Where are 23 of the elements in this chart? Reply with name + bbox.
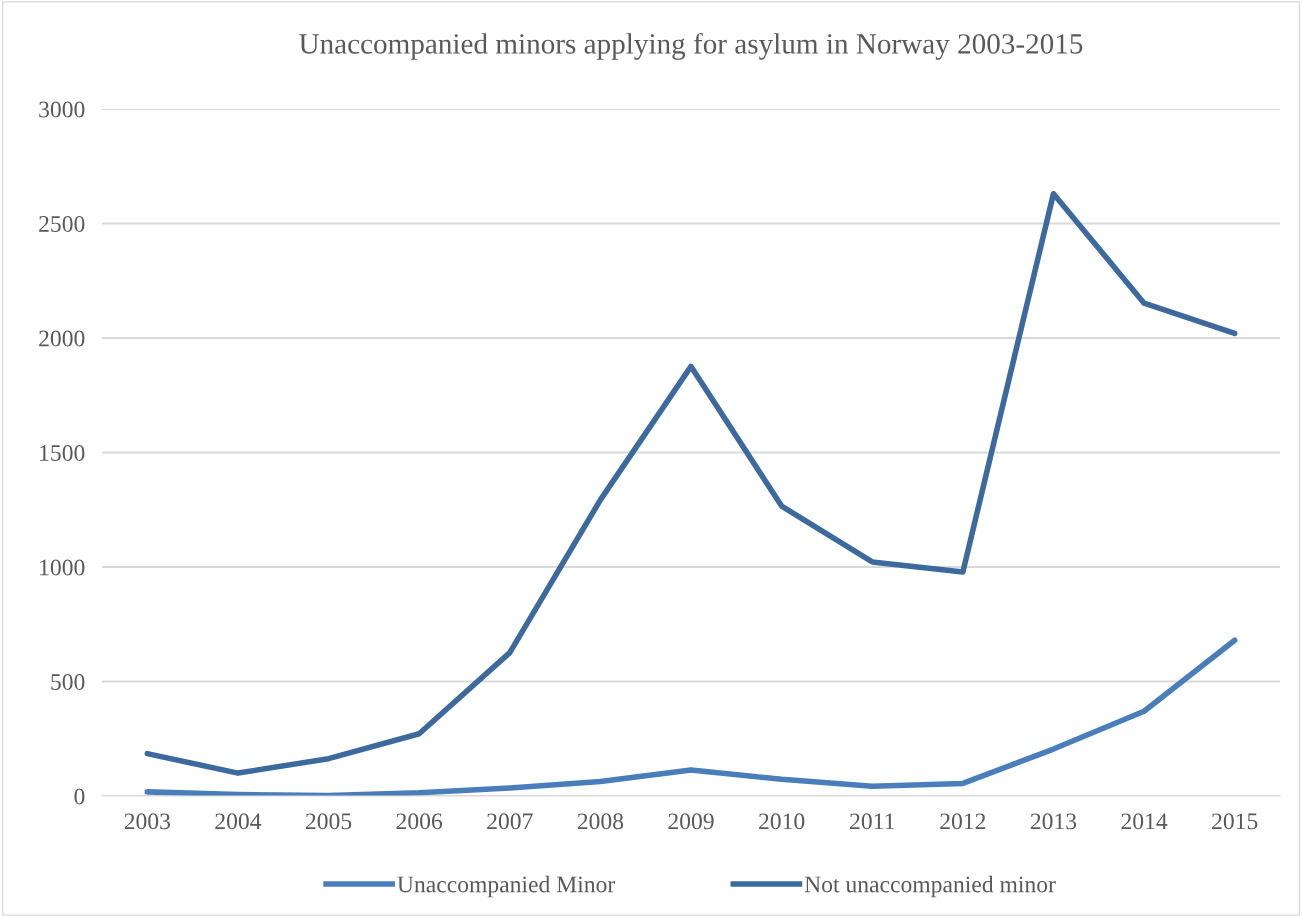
legend-label: Unaccompanied Minor: [397, 875, 616, 898]
y-tick-label: 500: [51, 673, 85, 690]
x-tick-label: 2007: [487, 813, 533, 830]
x-tick-label: 2006: [396, 813, 443, 830]
y-tick-label: 2500: [39, 215, 85, 232]
x-tick-label: 2004: [215, 813, 262, 830]
y-tick-label: 2000: [39, 330, 85, 347]
x-tick-label: 2010: [759, 813, 805, 830]
chart-title: Unaccompanied minors applying for asylum in Norway 2003-2015: [299, 32, 1083, 60]
x-tick-label: 2015: [1212, 813, 1258, 830]
x-tick-label: 2005: [305, 813, 352, 830]
y-tick-label: 0: [74, 788, 85, 805]
x-tick-label: 2008: [577, 813, 624, 830]
y-tick-label: 1500: [40, 444, 85, 461]
x-tick-label: 2011: [850, 813, 894, 830]
x-tick-label: 2013: [1030, 813, 1077, 830]
x-tick-label: 2003: [124, 813, 170, 830]
x-tick-label: 2009: [668, 813, 714, 830]
y-tick-label: 1000: [40, 559, 85, 576]
x-tick-label: 2012: [940, 813, 986, 830]
x-tick-label: 2014: [1121, 813, 1168, 830]
legend-label: Not unaccompanied minor: [804, 875, 1056, 898]
y-tick-label: 3000: [39, 101, 85, 118]
